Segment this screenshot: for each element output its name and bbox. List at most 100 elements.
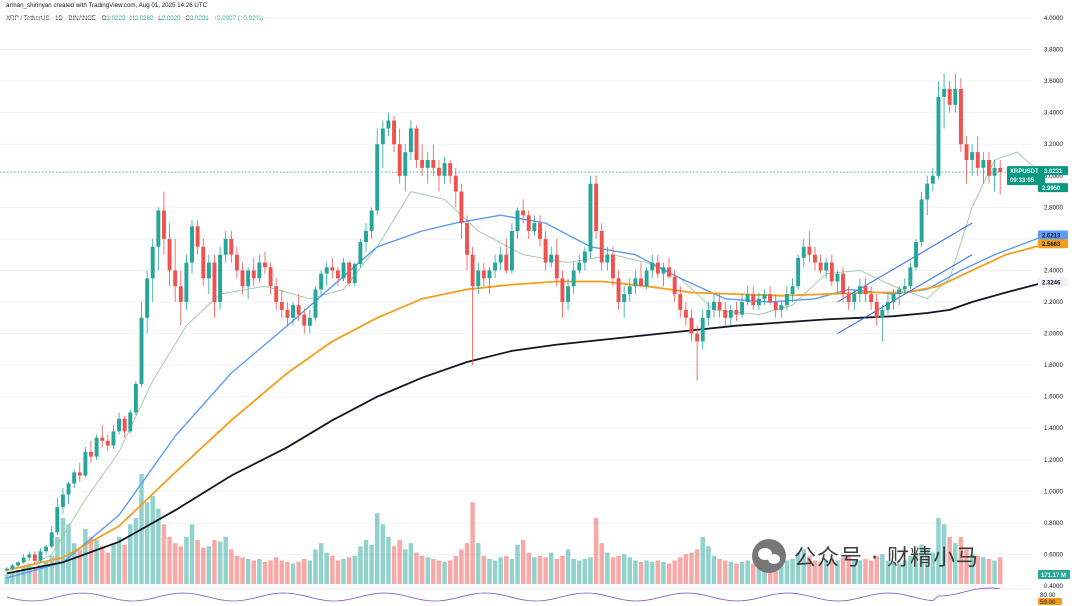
volume-bar xyxy=(649,562,655,584)
candle-body xyxy=(408,128,413,153)
volume-bar xyxy=(229,549,234,584)
volume-bar xyxy=(431,558,436,584)
price-axis-label: 4.0000 xyxy=(1044,15,1063,22)
price-axis-label: 0.6000 xyxy=(1044,551,1063,558)
candle-body xyxy=(605,254,610,263)
candle-body xyxy=(706,309,711,318)
candle-body xyxy=(476,270,481,287)
volume-bar xyxy=(560,555,565,584)
candle-body xyxy=(229,238,234,255)
volume-bar xyxy=(504,555,509,584)
volume-bar xyxy=(840,557,846,584)
candle-body xyxy=(599,231,604,263)
volume-bar xyxy=(88,536,94,584)
candle-body xyxy=(291,305,296,318)
candle-body xyxy=(639,278,643,287)
volume-bar xyxy=(150,496,155,584)
candle-body xyxy=(453,175,458,192)
candle-body xyxy=(740,302,744,315)
volume-bar xyxy=(644,560,649,584)
volume-bar xyxy=(633,560,638,584)
volume-bar xyxy=(38,565,43,584)
volume-bar xyxy=(99,546,105,584)
volume-bar xyxy=(829,558,835,584)
volume-bar xyxy=(156,508,161,584)
volume-bar xyxy=(245,558,251,584)
candle-body xyxy=(307,317,312,326)
candle-body xyxy=(790,286,795,295)
candle-body xyxy=(863,286,868,295)
candle-body xyxy=(571,270,576,287)
price-axis-label: 1.0000 xyxy=(1044,488,1063,495)
price-axis-label: 1.4000 xyxy=(1044,425,1063,432)
candle-body xyxy=(397,144,402,176)
price-axis-label: 1.2000 xyxy=(1044,457,1063,464)
volume-bar xyxy=(330,555,335,584)
candle-body xyxy=(324,267,329,274)
volume-bar xyxy=(318,543,324,584)
chart-author-line: arman_shirinyan created with TradingView… xyxy=(6,2,208,9)
volume-bar xyxy=(161,524,167,584)
candle-body xyxy=(942,89,947,97)
level-badge xyxy=(1038,277,1068,287)
volume-bar xyxy=(49,555,54,584)
candle-body xyxy=(902,286,907,290)
price-axis-label: 0.4000 xyxy=(1044,583,1063,590)
candle-body xyxy=(515,210,520,231)
candle-body xyxy=(672,276,677,295)
price-axis-label: 2.8000 xyxy=(1044,204,1063,211)
candle-body xyxy=(824,262,829,271)
candle-body xyxy=(796,257,801,287)
volume-bar xyxy=(116,536,122,584)
volume-bar xyxy=(790,558,795,584)
volume-bar xyxy=(773,563,778,584)
volume-bar xyxy=(605,552,610,584)
volume-bar xyxy=(554,558,560,584)
candle-body xyxy=(436,167,441,176)
candle-body xyxy=(420,160,425,168)
volume-bar xyxy=(60,518,66,584)
candle-body xyxy=(717,302,722,310)
candle-body xyxy=(577,262,582,271)
volume-bar xyxy=(520,540,526,584)
volume-bar xyxy=(279,560,285,584)
volume-bar xyxy=(571,558,576,584)
volume-bar xyxy=(577,560,582,584)
candle-body xyxy=(173,270,178,287)
volume-bar xyxy=(492,560,498,584)
candle-body xyxy=(386,120,391,129)
volume-bar xyxy=(172,543,178,584)
volume-bar xyxy=(958,536,964,584)
volume-bar xyxy=(307,560,313,584)
price-axis-label: 2.2000 xyxy=(1044,299,1063,306)
candle-body xyxy=(756,298,761,306)
volume-bar xyxy=(509,558,515,584)
volume-bar xyxy=(481,555,487,584)
candle-body xyxy=(212,262,217,302)
volume-bar xyxy=(262,562,268,584)
volume-bar xyxy=(661,562,666,584)
candle-body xyxy=(201,246,206,279)
candle-body xyxy=(588,183,593,252)
price-axis[interactable]: 4.0000 3.8000 3.6000 3.4000 3.2000 3.0000 2.80… xyxy=(1044,15,1063,590)
candle-body xyxy=(650,262,655,271)
oscillator-axis-label: 59.00 xyxy=(1040,599,1056,606)
candle-body xyxy=(190,226,194,263)
volume-bar xyxy=(32,568,38,584)
candle-body xyxy=(762,294,767,299)
candle-body xyxy=(60,494,65,508)
candle-body xyxy=(987,160,991,176)
candle-body xyxy=(521,210,526,216)
candle-body xyxy=(711,302,716,310)
candle-body xyxy=(622,294,627,302)
watermark: 公众号 · 财精小马 xyxy=(752,539,979,573)
volume-bar xyxy=(751,563,756,584)
price-axis-label: 0.8000 xyxy=(1044,520,1063,527)
volume-bar xyxy=(313,549,318,584)
candle-body xyxy=(509,231,514,271)
candle-body xyxy=(122,418,127,432)
level-badge-label: 2.9950 xyxy=(1042,186,1061,192)
volume-bar xyxy=(273,557,279,584)
